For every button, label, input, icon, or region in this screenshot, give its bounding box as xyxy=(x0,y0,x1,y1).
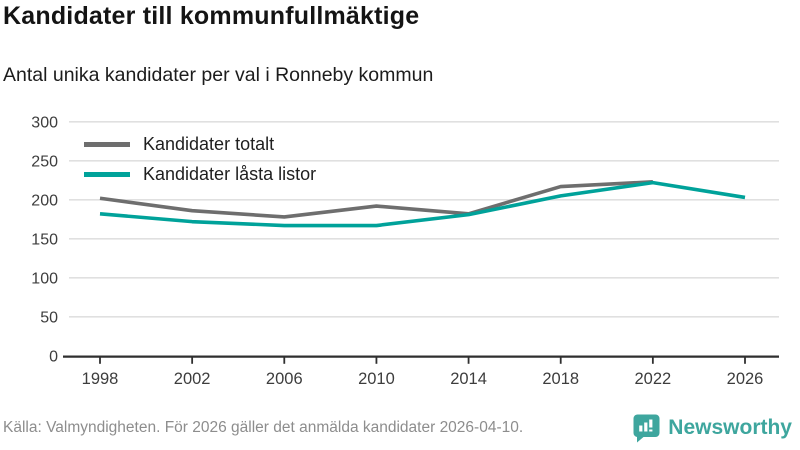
y-tick-label: 100 xyxy=(31,270,58,287)
x-tick-label: 1998 xyxy=(82,370,119,388)
y-tick-label: 300 xyxy=(31,114,58,131)
x-tick-label: 2022 xyxy=(634,370,671,388)
source-note: Källa: Valmyndigheten. För 2026 gäller d… xyxy=(3,419,524,436)
y-tick-label: 150 xyxy=(31,231,58,248)
legend-label-lasta-listor: Kandidater låsta listor xyxy=(143,164,317,184)
y-tick-label: 50 xyxy=(40,309,58,326)
series-line-kandidater-l-sta-listor xyxy=(99,180,746,228)
legend-item-lasta-listor: Kandidater låsta listor xyxy=(84,162,327,187)
brand-name: Newsworthy xyxy=(668,416,792,439)
x-tick-label: 2010 xyxy=(358,370,395,388)
footer: Källa: Valmyndigheten. För 2026 gäller d… xyxy=(0,410,800,446)
x-tick-label: 2002 xyxy=(174,370,211,388)
x-tick-label: 2026 xyxy=(727,370,764,388)
y-tick-label: 0 xyxy=(49,348,58,365)
newsworthy-logo: Newsworthy xyxy=(633,414,792,443)
y-tick-label: 250 xyxy=(31,153,58,170)
legend: Kandidater totalt Kandidater låsta listo… xyxy=(84,132,327,187)
series-line-kandidater-totalt xyxy=(99,180,653,219)
page-title: Kandidater till kommunfullmäktige xyxy=(3,2,420,30)
x-tick-label: 2018 xyxy=(542,370,579,388)
x-tick-label: 2014 xyxy=(450,370,487,388)
legend-swatch-totalt xyxy=(84,142,130,147)
page-subtitle: Antal unika kandidater per val i Ronneby… xyxy=(3,64,434,86)
legend-swatch-lasta-listor xyxy=(84,172,130,177)
legend-item-totalt: Kandidater totalt xyxy=(84,132,327,157)
y-tick-label: 200 xyxy=(31,192,58,209)
bar-chart-speech-bubble-icon xyxy=(633,414,660,442)
legend-label-totalt: Kandidater totalt xyxy=(143,134,275,154)
x-tick-label: 2006 xyxy=(266,370,303,388)
